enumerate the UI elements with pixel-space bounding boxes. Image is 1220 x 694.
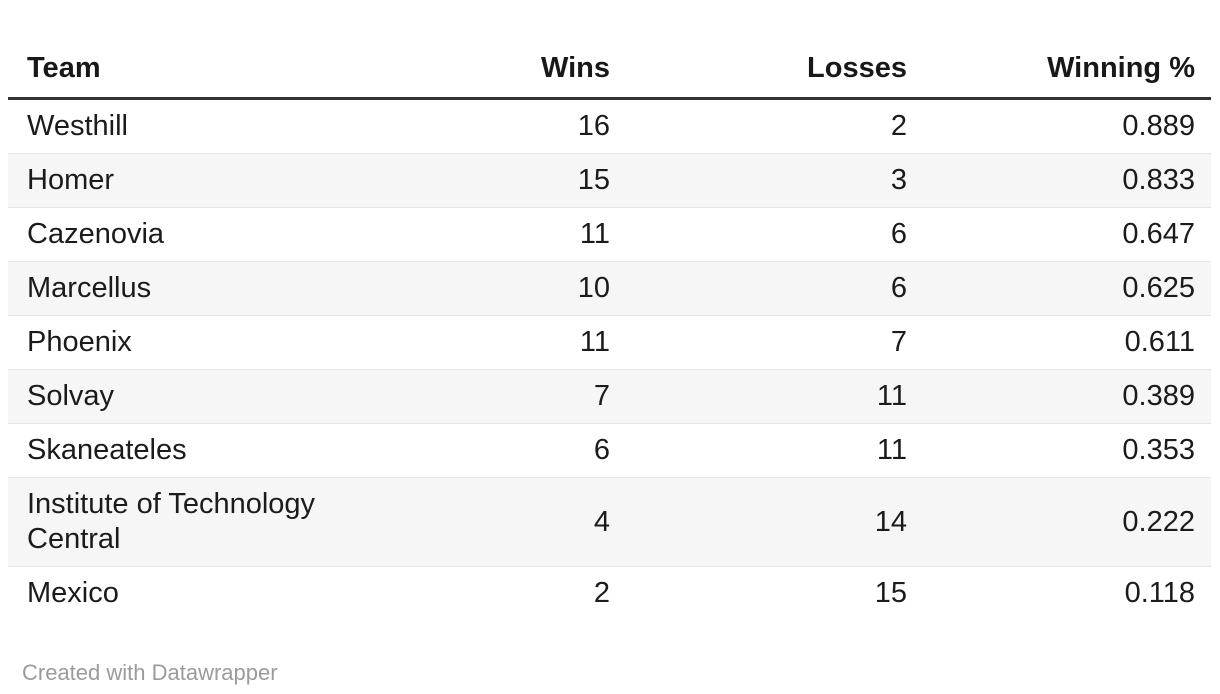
cell-losses: 3 <box>610 153 907 208</box>
table-row: Phoenix 11 7 0.611 <box>8 315 1211 370</box>
cell-winning-pct: 0.389 <box>907 369 1211 424</box>
column-header-losses: Losses <box>610 40 907 100</box>
cell-losses: 15 <box>874 577 907 609</box>
table-header: Team Wins Losses Winning % <box>8 40 1211 100</box>
attribution: Created with Datawrapper <box>0 660 1220 686</box>
cell-wins: 11 <box>358 207 610 262</box>
table-row: Mexico 2 15 0.118 <box>8 567 1211 621</box>
cell-team: Mexico <box>27 577 119 609</box>
cell-losses: 14 <box>610 477 907 567</box>
cell-winning-pct: 0.647 <box>907 207 1211 262</box>
cell-winning-pct: 0.353 <box>907 423 1211 478</box>
cell-winning-pct: 0.889 <box>907 98 1211 154</box>
table-row: Homer 15 3 0.833 <box>8 153 1211 208</box>
cell-team: Solvay <box>8 369 358 424</box>
table-row: Marcellus 10 6 0.625 <box>8 261 1211 316</box>
column-header-winning-pct: Winning % <box>907 40 1211 100</box>
cell-winning-pct: 0.222 <box>907 477 1211 567</box>
cell-team: Homer <box>8 153 358 208</box>
table-body: Westhill 16 2 0.889 Homer 15 3 0.833 Cazenovia 11… <box>8 98 1211 621</box>
cell-team: Marcellus <box>8 261 358 316</box>
standings-table: Team Wins Losses Winning % Westhill 16 2 0.… <box>8 40 1211 620</box>
cell-losses: 6 <box>610 261 907 316</box>
cell-losses: 11 <box>610 423 907 478</box>
cell-losses: 11 <box>610 369 907 424</box>
cell-wins: 11 <box>358 315 610 370</box>
cell-wins: 7 <box>358 369 610 424</box>
cell-losses: 6 <box>610 207 907 262</box>
cell-wins: 6 <box>358 423 610 478</box>
cell-wins: 2 <box>593 577 610 609</box>
cell-team: Westhill <box>8 98 358 154</box>
table-row: Westhill 16 2 0.889 <box>8 98 1211 154</box>
column-header-wins: Wins <box>358 40 610 100</box>
table-row: Cazenovia 11 6 0.647 <box>8 207 1211 262</box>
cell-team: Phoenix <box>8 315 358 370</box>
cell-winning-pct: 0.833 <box>907 153 1211 208</box>
table-row: Institute of Technology Central 4 14 0.222 <box>8 477 1211 567</box>
datawrapper-credit-link[interactable]: Created with Datawrapper <box>22 660 278 685</box>
cell-wins: 16 <box>358 98 610 154</box>
cell-winning-pct: 0.625 <box>907 261 1211 316</box>
cell-losses: 2 <box>610 98 907 154</box>
cell-wins: 4 <box>358 477 610 567</box>
cell-team: Institute of Technology Central <box>8 477 358 567</box>
cell-team: Cazenovia <box>8 207 358 262</box>
cell-winning-pct: 0.611 <box>907 315 1211 370</box>
cell-winning-pct: 0.118 <box>1124 577 1195 609</box>
column-header-team: Team <box>8 40 358 100</box>
table-row: Skaneateles 6 11 0.353 <box>8 423 1211 478</box>
cell-team: Skaneateles <box>8 423 358 478</box>
header-row: Team Wins Losses Winning % <box>8 40 1211 100</box>
cell-wins: 15 <box>358 153 610 208</box>
cell-wins: 10 <box>358 261 610 316</box>
cell-losses: 7 <box>610 315 907 370</box>
table-row: Solvay 7 11 0.389 <box>8 369 1211 424</box>
